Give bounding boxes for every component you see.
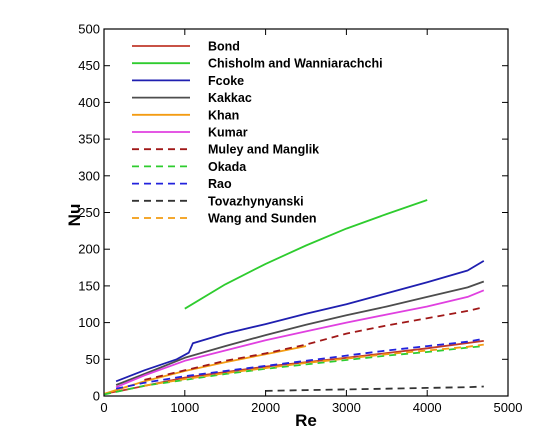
series-line-muley-and-manglik	[144, 306, 485, 381]
series-line-kumar	[115, 289, 485, 389]
y-tick-label: 200	[78, 242, 100, 257]
legend-label: Bond	[208, 40, 240, 54]
y-tick-label: 400	[78, 95, 100, 110]
x-axis-title: Re	[295, 411, 317, 430]
legend: Bond Chisholm and Wanniarachchi Fcoke Kakka…	[132, 40, 383, 226]
y-tick-label: 0	[93, 389, 100, 404]
series-line-wang-and-sunden	[144, 343, 484, 387]
legend-label: Muley and Manglik	[208, 143, 319, 157]
y-tick-label: 250	[78, 205, 100, 220]
ticks-layer: 0 1000 2000 3000 4000 5000 0 50 100 150 200 250 300 3…	[78, 22, 522, 416]
legend-label: Tovazhynyanski	[208, 194, 304, 208]
y-tick-label: 150	[78, 278, 100, 293]
series-line-kakkac	[115, 280, 485, 386]
legend-label: Okada	[208, 160, 247, 174]
y-tick-label: 100	[78, 315, 100, 330]
series-layer	[103, 199, 485, 396]
x-tick-label: 5000	[494, 400, 523, 415]
series-line-okada	[103, 345, 484, 396]
legend-label: Wang and Sunden	[208, 212, 317, 226]
x-tick-label: 4000	[413, 400, 442, 415]
x-tick-label: 3000	[332, 400, 361, 415]
x-tick-label: 1000	[170, 400, 199, 415]
series-line-tovazhynyanski	[265, 385, 484, 392]
legend-label: Kakkac	[208, 91, 252, 105]
y-axis-title: Nu	[65, 204, 84, 227]
y-tick-label: 50	[86, 352, 100, 367]
legend-label: Khan	[208, 108, 239, 122]
y-tick-label: 300	[78, 168, 100, 183]
legend-label: Chisholm and Wanniarachchi	[208, 57, 383, 71]
y-tick-label: 450	[78, 58, 100, 73]
y-tick-label: 500	[78, 22, 100, 37]
series-line-rao	[115, 337, 484, 390]
legend-label: Fcoke	[208, 74, 244, 88]
x-tick-label: 0	[100, 400, 107, 415]
series-line-fcoke	[115, 260, 485, 383]
series-line-khan	[103, 345, 307, 395]
x-tick-label: 2000	[251, 400, 280, 415]
y-tick-label: 350	[78, 132, 100, 147]
legend-label: Kumar	[208, 126, 248, 140]
series-line-chisholm-and-wanniarachchi	[184, 199, 428, 310]
legend-label: Rao	[208, 177, 232, 191]
